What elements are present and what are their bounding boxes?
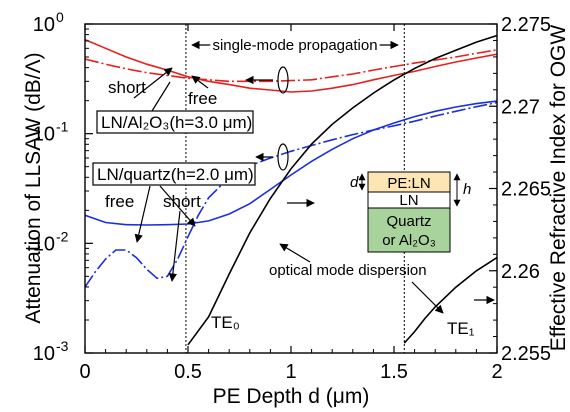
series-line-4 <box>187 34 497 346</box>
x-axis-title: PE Depth d (μm) <box>213 385 370 408</box>
pointer-free-top <box>191 75 209 89</box>
y-left-tick-exponent-3: 0 <box>56 9 64 25</box>
y-left-tick-exponent-1: -2 <box>56 228 69 244</box>
label-free-bottom: free <box>105 192 134 211</box>
pointer-free-bottom <box>134 185 151 243</box>
pointer-optical-mode-te0 <box>279 243 311 263</box>
y-axis-left-title: Attenuation of LLSAW (dB/Λ) <box>22 52 45 323</box>
inset-label-pe: PE:LN <box>387 175 430 192</box>
x-tick-label-2: 1 <box>285 361 296 383</box>
y-left-tick-label-0: 10 <box>33 343 55 365</box>
y-right-tick-label-1: 2.26 <box>501 261 540 283</box>
label-ln-al2o3: LN/Al₂O₃(h=3.0 μm) <box>101 113 252 132</box>
inset-label-d: d <box>350 174 359 191</box>
series-line-5 <box>403 256 497 344</box>
label-box-ln-quartz <box>92 162 256 186</box>
label-free-top: free <box>188 89 217 108</box>
series-line-0 <box>85 38 497 93</box>
inset-label-h: h <box>463 181 471 198</box>
label-box-ln-al2o3 <box>96 110 254 134</box>
label-te1: TE₁ <box>447 319 475 338</box>
layer-structure-inset: PE:LN LN Quartz or Al₂O₃ d h <box>350 171 471 253</box>
y-left-tick-exponent-2: -1 <box>56 119 69 135</box>
x-tick-label-4: 2 <box>491 361 502 383</box>
x-tick-label-0: 0 <box>79 361 90 383</box>
plot-frame <box>84 23 498 354</box>
label-short-bottom: short <box>163 192 201 211</box>
pointer-short-bottom <box>168 210 181 282</box>
y-left-tick-exponent-0: -3 <box>56 338 69 354</box>
x-tick-label-3: 1.5 <box>380 361 408 383</box>
curve-group-marker-blue <box>277 143 289 171</box>
pointer-optical-mode-te1 <box>411 281 444 314</box>
series-line-2 <box>85 100 497 226</box>
y-left-tick-label-3: 10 <box>33 14 55 36</box>
inset-label-ln: LN <box>399 192 418 209</box>
y-axis-right-title: Effective Refractive Index for OGW <box>547 25 570 352</box>
inset-label-substrate-1: Quartz <box>386 213 431 230</box>
curve-group-marker-red <box>277 66 289 94</box>
label-ln-quartz: LN/quartz(h=2.0 μm) <box>97 165 254 184</box>
y-right-tick-label-3: 2.27 <box>501 96 540 118</box>
pointer-short-top <box>133 67 173 99</box>
single-mode-label: single-mode propagation <box>212 37 377 54</box>
y-right-tick-label-0: 2.255 <box>501 343 551 365</box>
label-short-top: short <box>108 78 146 97</box>
y-left-tick-label-1: 10 <box>33 233 55 255</box>
label-optical-mode-dispersion: optical mode dispersion <box>269 262 427 279</box>
y-right-tick-label-4: 2.275 <box>501 14 551 36</box>
pointer-ln-al2o3 <box>151 81 171 112</box>
inset-layer-substrate <box>367 207 451 253</box>
x-tick-label-1: 0.5 <box>174 361 202 383</box>
series-line-1 <box>85 49 497 83</box>
y-left-tick-label-2: 10 <box>33 124 55 146</box>
y-right-tick-label-2: 2.265 <box>501 179 551 201</box>
pointer-ln-quartz <box>159 185 196 227</box>
label-te0: TE₀ <box>211 313 240 332</box>
inset-label-substrate-2: or Al₂O₃ <box>382 232 436 249</box>
axis-ticks: 0 0.5 1 1.5 210-310-210-110 02.2552.262.2652.… <box>33 9 551 383</box>
